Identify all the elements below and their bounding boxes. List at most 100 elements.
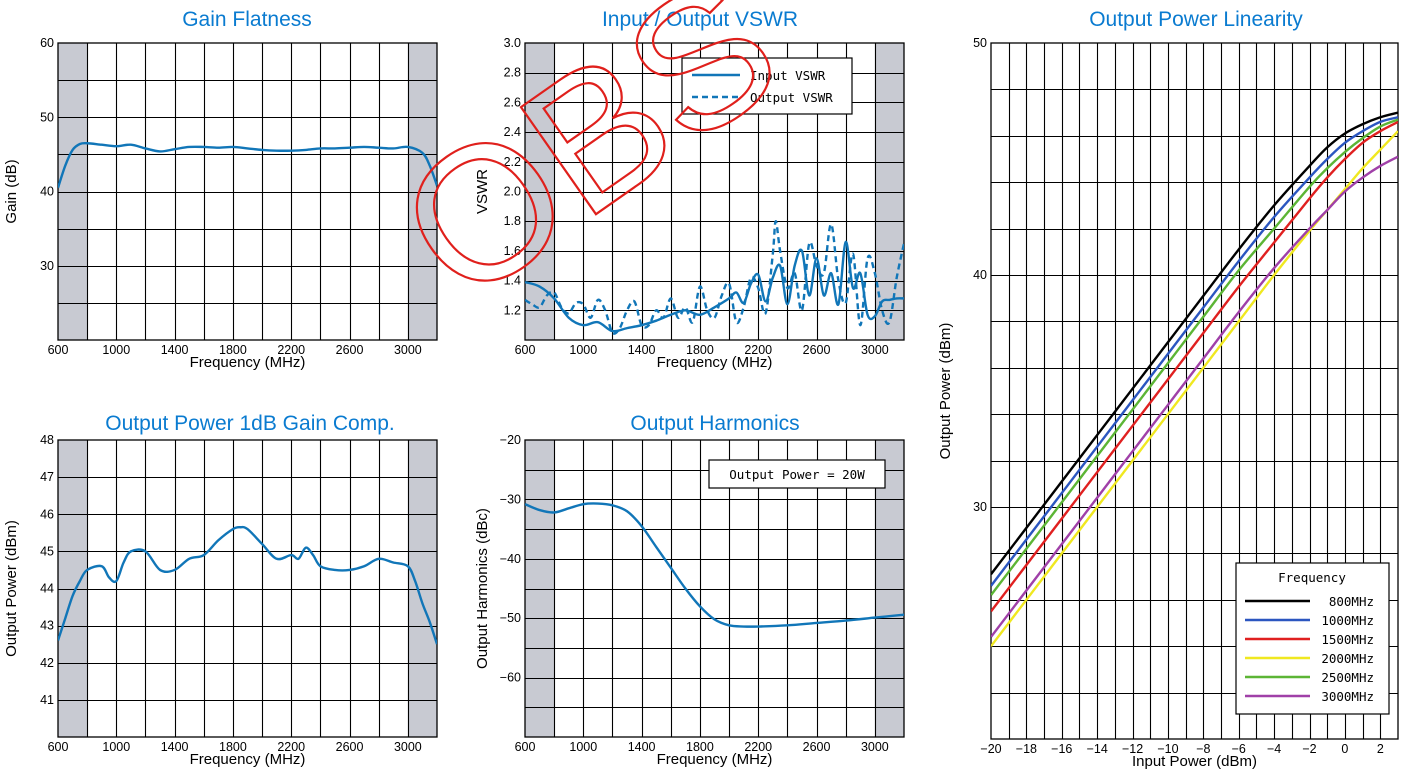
legend-label: 1500MHz — [1321, 632, 1374, 647]
chart-title: Gain Flatness — [182, 8, 312, 31]
legend-label: Input VSWR — [750, 68, 826, 83]
x-tick-label: −2 — [1302, 742, 1316, 756]
y-axis-label: VSWR — [474, 169, 491, 214]
y-tick-label: 44 — [40, 582, 54, 596]
shaded-band-0 — [58, 43, 88, 340]
y-tick-label: 1.4 — [504, 274, 521, 288]
series-line-harm — [525, 502, 904, 628]
plot-frame — [57, 42, 438, 341]
y-tick-label: 2.0 — [504, 185, 521, 199]
x-tick-label: 2600 — [336, 343, 364, 357]
y-tick-label: 42 — [40, 656, 54, 670]
y-tick-label: 40 — [40, 185, 54, 199]
legend: Frequency 800MHz 1000MHz 1500MHz 2000MHz 2500… — [1235, 562, 1390, 715]
y-tick-label: 46 — [40, 507, 54, 521]
y-tick-label: 2.2 — [504, 155, 521, 169]
y-tick-label: 1.6 — [504, 244, 521, 258]
shaded-band-1 — [874, 440, 904, 737]
y-tick-label: 30 — [973, 500, 987, 514]
y-tick-label: −20 — [500, 433, 521, 447]
x-axis-label: Frequency (MHz) — [657, 751, 773, 768]
x-tick-label: 1400 — [161, 343, 189, 357]
x-tick-label: 0 — [1341, 742, 1348, 756]
x-tick-label: 2200 — [277, 343, 305, 357]
x-tick-label: −8 — [1196, 742, 1210, 756]
panel-vswr: 600 1000 1400 1800 2200 2600 3000 1.2 1.4 1.6 1.8 2… — [474, 8, 905, 371]
y-tick-label: −30 — [500, 492, 521, 506]
x-tick-label: 1000 — [102, 343, 130, 357]
x-tick-label: 600 — [515, 343, 536, 357]
legend-title: Frequency — [1278, 570, 1346, 585]
panel-harm: 600 1000 1400 1800 2200 2600 3000 −60 −50 −40 −30 −… — [474, 412, 905, 768]
series-line-1500mhz — [991, 120, 1398, 613]
y-tick-label: 2.6 — [504, 95, 521, 109]
plot-frame — [524, 42, 905, 341]
legend: Input VSWR Output VSWR — [681, 57, 853, 115]
shaded-band-1 — [407, 43, 437, 340]
annotation-box — [708, 459, 886, 489]
annotation-label: Output Power = 20W — [729, 467, 865, 482]
y-tick-label: 45 — [40, 544, 54, 558]
x-tick-label: 600 — [48, 740, 69, 754]
x-tick-label: −14 — [1087, 742, 1108, 756]
x-tick-label: 2600 — [803, 343, 831, 357]
y-tick-label: 1.2 — [504, 303, 521, 317]
y-tick-label: 50 — [40, 110, 54, 124]
shaded-band-0 — [525, 43, 555, 340]
y-tick-label: −60 — [500, 671, 521, 685]
series-line-2000mhz — [991, 130, 1398, 647]
series-line-output-vswr — [525, 219, 904, 335]
shaded-band-0 — [58, 440, 88, 737]
y-tick-label: 30 — [40, 259, 54, 273]
x-tick-label: 3000 — [861, 343, 889, 357]
y-tick-label: 1.8 — [504, 214, 521, 228]
x-tick-label: 2200 — [744, 740, 772, 754]
x-tick-label: 2 — [1377, 742, 1384, 756]
grid — [58, 440, 437, 737]
chart-title: Input / Output VSWR — [602, 8, 798, 31]
x-tick-label: −20 — [980, 742, 1001, 756]
x-tick-label: 3000 — [394, 740, 422, 754]
y-tick-label: 3.0 — [504, 36, 521, 50]
x-axis-label: Frequency (MHz) — [190, 354, 306, 371]
x-tick-label: −4 — [1267, 742, 1281, 756]
chart-title: Output Power Linearity — [1089, 8, 1303, 31]
shaded-band-1 — [874, 43, 904, 340]
y-tick-label: 60 — [40, 36, 54, 50]
y-tick-label: 41 — [40, 693, 54, 707]
panel-p1db: 600 1000 1400 1800 2200 2600 3000 41 42 43 44 45 46 4… — [3, 412, 438, 768]
x-tick-label: −10 — [1157, 742, 1178, 756]
y-tick-label: −40 — [500, 552, 521, 566]
chart-title: Output Power 1dB Gain Comp. — [105, 412, 394, 435]
x-axis-label: Frequency (MHz) — [190, 751, 306, 768]
y-axis-label: Output Power (dBm) — [3, 520, 20, 657]
y-tick-label: 40 — [973, 268, 987, 282]
y-tick-label: 2.4 — [504, 125, 521, 139]
x-tick-label: 2600 — [336, 740, 364, 754]
x-tick-label: 1800 — [686, 740, 714, 754]
series-line-2500mhz — [991, 118, 1398, 596]
y-axis-label: Gain (dB) — [3, 159, 20, 223]
x-tick-label: 1000 — [569, 343, 597, 357]
x-tick-label: 600 — [515, 740, 536, 754]
series-line-1000mhz — [991, 116, 1398, 587]
panel-lin: −20 −18 −16 −14 −12 −10 −8 −6 −4 −2 0 2304050Output… — [937, 8, 1399, 770]
x-tick-label: −16 — [1051, 742, 1072, 756]
legend-box — [681, 57, 853, 115]
x-tick-label: 1800 — [686, 343, 714, 357]
y-tick-label: −50 — [500, 611, 521, 625]
annotation: Output Power = 20W — [708, 459, 886, 489]
series-line-gain — [58, 141, 437, 189]
x-tick-label: 600 — [48, 343, 69, 357]
x-tick-label: 1400 — [161, 740, 189, 754]
panel-gain: 600 1000 1400 1800 2200 2600 3000 30 40 50 60 Gain … — [3, 8, 438, 371]
x-tick-label: −18 — [1016, 742, 1037, 756]
legend-label: 3000MHz — [1321, 689, 1374, 704]
x-tick-label: 1400 — [628, 343, 656, 357]
x-axis-label: Frequency (MHz) — [657, 354, 773, 371]
x-axis-label: Input Power (dBm) — [1132, 753, 1257, 770]
legend-label: 800MHz — [1329, 594, 1374, 609]
x-tick-label: 2600 — [803, 740, 831, 754]
shaded-band-1 — [407, 440, 437, 737]
